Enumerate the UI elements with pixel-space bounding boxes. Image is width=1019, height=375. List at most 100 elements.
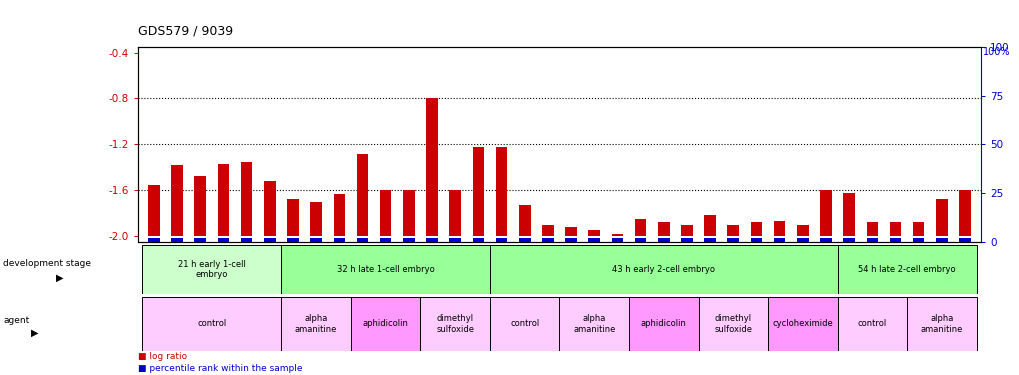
Bar [773, 221, 785, 236]
Text: cycloheximide: cycloheximide [771, 320, 833, 328]
Bar [351, 297, 420, 351]
Bar [558, 297, 629, 351]
Bar [958, 238, 970, 242]
Text: aphidicolin: aphidicolin [640, 320, 686, 328]
Bar [727, 225, 739, 236]
Bar [657, 222, 668, 236]
Bar [379, 238, 391, 242]
Bar [171, 238, 182, 242]
Bar [796, 225, 808, 236]
Bar [420, 297, 489, 351]
Text: control: control [510, 320, 539, 328]
Bar [681, 225, 692, 236]
Bar [889, 222, 901, 236]
Bar [819, 190, 830, 236]
Bar [403, 238, 415, 242]
Bar [912, 222, 923, 236]
Bar [750, 222, 761, 236]
Bar [489, 244, 837, 294]
Text: 21 h early 1-cell
embryо: 21 h early 1-cell embryо [177, 260, 246, 279]
Bar [519, 205, 530, 236]
Bar [264, 238, 275, 242]
Bar [217, 164, 229, 236]
Text: agent: agent [3, 316, 30, 324]
Bar [357, 238, 368, 242]
Bar [866, 238, 877, 242]
Bar [912, 238, 923, 242]
Bar [541, 225, 553, 236]
Bar [489, 297, 558, 351]
Bar [495, 238, 506, 242]
Text: 100%: 100% [982, 47, 1010, 57]
Bar [843, 192, 854, 236]
Bar [287, 238, 299, 242]
Text: dimethyl
sulfoxide: dimethyl sulfoxide [713, 314, 752, 333]
Bar [889, 238, 901, 242]
Text: ■ log ratio: ■ log ratio [138, 352, 186, 361]
Bar [935, 238, 947, 242]
Text: alpha
amanitine: alpha amanitine [573, 314, 614, 333]
Bar [519, 238, 530, 242]
Text: ■ percentile rank within the sample: ■ percentile rank within the sample [138, 364, 302, 373]
Bar [837, 297, 906, 351]
Bar [588, 238, 599, 242]
Bar [357, 153, 368, 236]
Bar [837, 244, 975, 294]
Bar [195, 177, 206, 236]
Bar [449, 238, 461, 242]
Text: GDS579 / 9039: GDS579 / 9039 [138, 24, 232, 38]
Bar [240, 162, 252, 236]
Bar [634, 238, 646, 242]
Text: control: control [857, 320, 887, 328]
Bar [240, 238, 252, 242]
Text: alpha
amanitine: alpha amanitine [920, 314, 962, 333]
Bar [333, 194, 344, 236]
Bar [773, 238, 785, 242]
Bar [819, 238, 830, 242]
Bar [264, 181, 275, 236]
Bar [472, 147, 484, 236]
Bar [310, 238, 322, 242]
Bar [287, 200, 299, 236]
Bar [143, 297, 281, 351]
Bar [611, 234, 623, 236]
Bar [565, 238, 577, 242]
Bar [843, 238, 854, 242]
Bar [629, 297, 698, 351]
Bar [148, 238, 160, 242]
Bar [449, 190, 461, 236]
Bar [906, 297, 975, 351]
Text: 54 h late 2-cell embryo: 54 h late 2-cell embryo [857, 265, 955, 274]
Bar [472, 238, 484, 242]
Bar [281, 297, 351, 351]
Bar [727, 238, 739, 242]
Text: alpha
amanitine: alpha amanitine [294, 314, 337, 333]
Bar [698, 297, 767, 351]
Text: aphidicolin: aphidicolin [363, 320, 409, 328]
Bar [681, 238, 692, 242]
Bar [195, 238, 206, 242]
Bar [379, 190, 391, 236]
Bar [426, 238, 437, 242]
Bar [657, 238, 668, 242]
Text: dimethyl
sulfoxide: dimethyl sulfoxide [436, 314, 474, 333]
Text: control: control [197, 320, 226, 328]
Bar [588, 230, 599, 236]
Bar [935, 200, 947, 236]
Text: ▶: ▶ [56, 273, 63, 283]
Bar [866, 222, 877, 236]
Text: ▶: ▶ [31, 328, 38, 338]
Bar [541, 238, 553, 242]
Bar [750, 238, 761, 242]
Bar [796, 238, 808, 242]
Bar [611, 238, 623, 242]
Bar [767, 297, 837, 351]
Bar [703, 216, 715, 236]
Bar [333, 238, 344, 242]
Bar [703, 238, 715, 242]
Bar [217, 238, 229, 242]
Bar [426, 99, 437, 236]
Bar [495, 147, 506, 236]
Bar [171, 165, 182, 236]
Bar [634, 219, 646, 236]
